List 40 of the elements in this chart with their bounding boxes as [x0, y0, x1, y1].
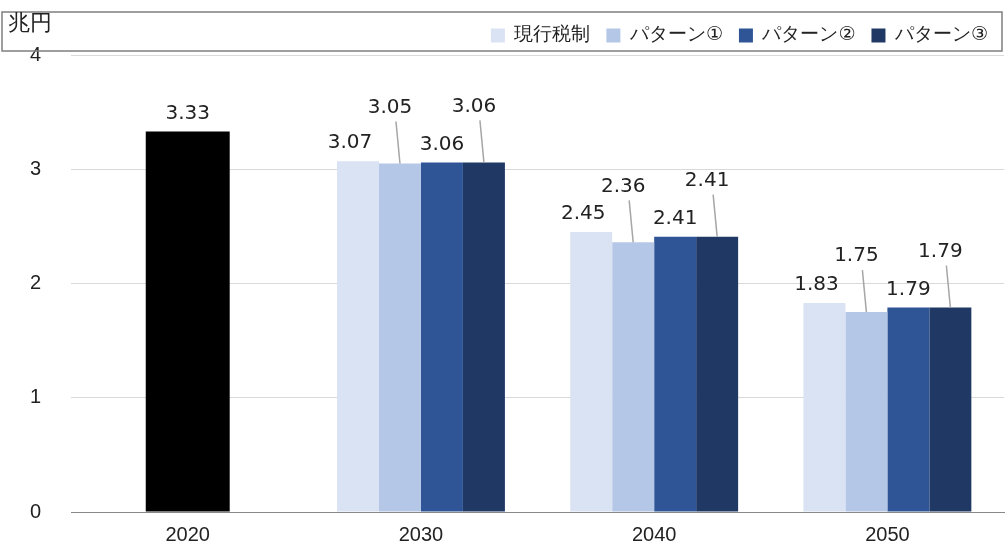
- bar: [570, 232, 613, 512]
- legend-label: パターン①: [628, 22, 723, 45]
- data-label: 3.07: [327, 129, 373, 154]
- bar: [803, 302, 846, 512]
- bar: [696, 236, 739, 512]
- data-label: 2.41: [652, 204, 698, 229]
- y-tick-label: 0: [30, 499, 42, 522]
- data-label: 1.79: [918, 237, 963, 262]
- data-label: 1.75: [834, 242, 879, 267]
- data-label: 2.41: [684, 166, 730, 191]
- bar: [612, 242, 655, 512]
- x-tick-label: 2020: [165, 522, 210, 545]
- legend-label: パターン②: [761, 22, 856, 45]
- data-label: 3.06: [419, 130, 465, 155]
- data-label: 3.06: [451, 92, 497, 117]
- y-tick-label: 3: [30, 156, 42, 179]
- x-tick-label: 2030: [398, 522, 444, 545]
- y-axis-title: 兆円: [8, 9, 52, 37]
- bar: [145, 131, 230, 512]
- data-label: 3.05: [367, 93, 413, 118]
- bar: [462, 162, 505, 512]
- legend-label: パターン③: [893, 22, 989, 45]
- data-label: 1.79: [886, 275, 931, 300]
- data-label: 3.33: [165, 99, 210, 124]
- y-tick-label: 1: [30, 385, 42, 408]
- bar: [845, 312, 888, 512]
- data-label: 2.36: [600, 172, 646, 197]
- y-tick-label: 2: [30, 271, 42, 294]
- bar: [378, 163, 421, 512]
- bar: [420, 162, 463, 512]
- bar: [929, 307, 972, 512]
- x-tick-label: 2050: [865, 522, 910, 545]
- data-label: 1.83: [794, 271, 839, 296]
- bar: [336, 161, 379, 512]
- data-label: 2.45: [560, 200, 606, 225]
- legend-label: 現行税制: [514, 22, 591, 45]
- bar: [887, 307, 930, 512]
- y-tick-label: 4: [30, 42, 42, 65]
- x-tick-label: 2040: [631, 522, 677, 545]
- bar: [654, 236, 697, 512]
